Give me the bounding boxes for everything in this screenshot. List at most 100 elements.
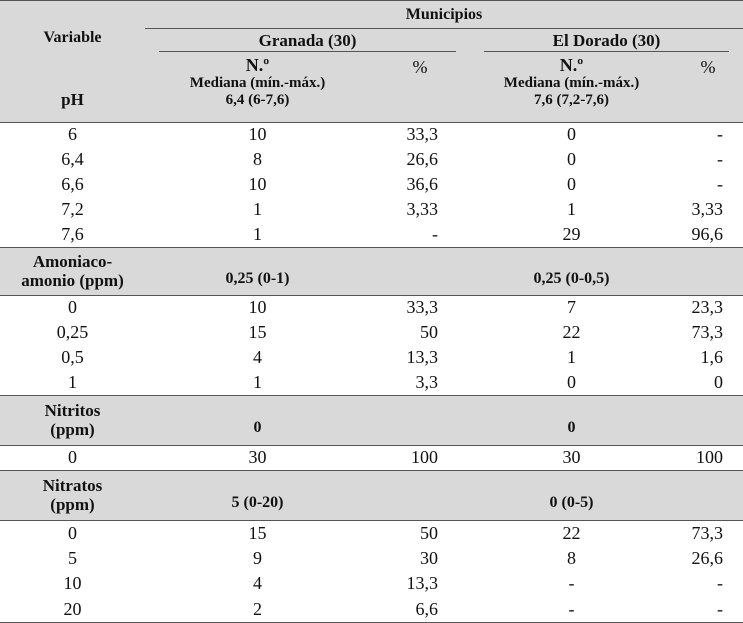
section-summary: 5 (0-20): [145, 470, 370, 521]
data-row: 5 9 30 8 26,6: [0, 546, 743, 572]
data-cell: 3,33: [691, 199, 724, 220]
data-cell: 0: [567, 149, 576, 170]
summary-label: Mediana (mín.-máx.): [503, 75, 640, 92]
data-row: 1 1 3,3 0 0: [0, 371, 743, 396]
section-summary: 0: [145, 395, 370, 446]
data-row: 0 15 50 22 73,3: [0, 521, 743, 547]
section-summary: 0: [470, 395, 673, 446]
data-cell: 8: [567, 547, 576, 568]
data-cell: 33,3: [406, 297, 439, 318]
data-cell: 73,3: [691, 522, 724, 543]
data-cell: -: [717, 124, 724, 145]
data-cell: 26,6: [406, 149, 439, 170]
data-cell: 26,6: [691, 547, 724, 568]
pct-header: %: [673, 55, 743, 123]
data-cell: 15: [248, 522, 267, 543]
section-label-line: (ppm): [50, 419, 95, 439]
section-label: Nitratos (ppm): [0, 470, 145, 521]
data-cell: 0: [714, 371, 724, 392]
data-cell: 6,6: [370, 597, 470, 623]
n-header: N.º Mediana (mín.-máx.) 7,6 (7,2-7,6): [470, 55, 673, 123]
data-cell: 33,3: [406, 124, 439, 145]
data-cell: 73,3: [691, 322, 724, 343]
data-cell: 1: [567, 347, 576, 368]
section-summary: 0,25 (0-0,5): [470, 247, 673, 296]
data-cell: 2: [145, 597, 370, 623]
municipality-header: El Dorado (30): [470, 28, 743, 56]
row-label: 6,6: [61, 174, 84, 195]
row-label: 7,6: [61, 223, 84, 244]
data-cell: 10: [248, 174, 267, 195]
n-label: N.º: [245, 55, 270, 75]
data-cell: 13,3: [406, 347, 439, 368]
data-cell: 10: [248, 124, 267, 145]
data-cell: 96,6: [691, 223, 724, 244]
summary-value: 6,4 (6-7,6): [225, 91, 290, 108]
section-row: Amoniaco-amonio (ppm) 0,25 (0-1) 0,25 (0-0…: [0, 247, 743, 296]
data-cell: 0: [567, 124, 576, 145]
row-label: 6: [68, 124, 77, 145]
group-header: Municipios: [145, 0, 743, 29]
data-cell: 23,3: [691, 297, 724, 318]
summary-label: Mediana (mín.-máx.): [189, 75, 326, 92]
data-cell: -: [717, 174, 724, 195]
municipality-header: Granada (30): [145, 28, 470, 56]
row-label: 0: [68, 522, 77, 543]
municipality-name: El Dorado (30): [484, 32, 730, 53]
data-cell: 4: [253, 573, 262, 594]
data-cell: -: [673, 597, 743, 623]
section-label-line: (ppm): [50, 494, 95, 514]
data-row: 10 4 13,3 - -: [0, 572, 743, 598]
data-cell: -: [568, 573, 575, 594]
data-cell: 7: [567, 297, 576, 318]
data-cell: 13,3: [406, 573, 439, 594]
section-label: Nitritos (ppm): [0, 395, 145, 446]
row-label: 10: [63, 573, 82, 594]
row-label: 0: [68, 297, 77, 318]
n-label: N.º: [559, 55, 584, 75]
section-summary-pad: [370, 247, 470, 296]
row-label: 1: [68, 371, 77, 392]
data-row: 0 10 33,3 7 23,3: [0, 296, 743, 321]
data-cell: 4: [253, 347, 262, 368]
section-label-line: Nitritos: [44, 400, 101, 420]
data-cell: 36,6: [406, 174, 439, 195]
data-row: 7,2 1 3,33 1 3,33: [0, 198, 743, 223]
data-cell: 0: [567, 174, 576, 195]
data-cell: 50: [420, 322, 438, 343]
n-header: N.º Mediana (mín.-máx.) 6,4 (6-7,6): [145, 55, 370, 123]
data-cell: -: [717, 573, 724, 594]
section-label-line: Amoniaco-: [32, 251, 113, 271]
row-label: 0,25: [56, 322, 89, 343]
data-cell: 1: [253, 371, 262, 392]
data-cell: 1: [567, 199, 576, 220]
data-cell: 50: [420, 522, 438, 543]
data-cell: 8: [253, 149, 262, 170]
data-cell: 100: [696, 447, 724, 468]
data-row: 6,6 10 36,6 0 -: [0, 173, 743, 198]
data-cell: 9: [253, 547, 262, 568]
variable-header: Variable: [0, 0, 145, 56]
data-cell: 30: [248, 447, 267, 468]
municipality-name: Granada (30): [159, 32, 456, 53]
row-label: 0: [68, 447, 77, 468]
section-row: Nitritos (ppm) 0 0: [0, 395, 743, 446]
row-label: 6,4: [61, 149, 84, 170]
header-row: pH N.º Mediana (mín.-máx.) 6,4 (6-7,6)% N.º M…: [0, 55, 743, 123]
data-cell: 30: [420, 547, 438, 568]
section-summary-pad: [673, 247, 743, 296]
data-cell: 3,33: [406, 199, 439, 220]
section-label-line: amonio (ppm): [21, 270, 124, 290]
header-row: Variable Municipios: [0, 0, 743, 56]
row-label: 20: [0, 597, 145, 623]
section-label-line: Nitratos: [42, 475, 103, 495]
header-row: Granada (30) El Dorado (30): [0, 28, 743, 56]
data-cell: 3,3: [415, 371, 439, 392]
data-cell: 0: [567, 371, 576, 392]
data-cell: 1,6: [700, 347, 724, 368]
data-row: 20 2 6,6- -: [0, 597, 743, 623]
section-summary-pad: [370, 395, 470, 446]
data-cell: -: [470, 597, 673, 623]
section-label: Amoniaco-amonio (ppm): [0, 247, 145, 296]
